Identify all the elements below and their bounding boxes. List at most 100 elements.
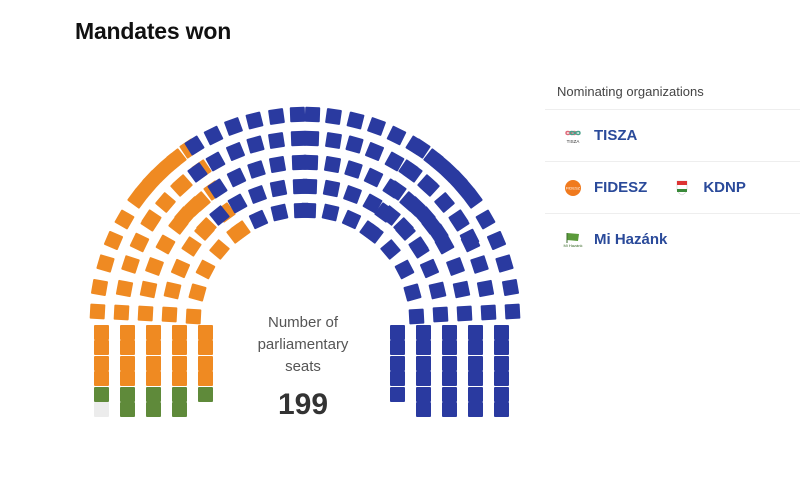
legend-row-mi-hazank: Mi Hazánk Mi Hazánk <box>545 214 800 265</box>
seat <box>452 280 471 299</box>
seat <box>139 280 158 299</box>
seat <box>345 135 364 154</box>
seat <box>456 305 473 322</box>
fidesz-logo-icon: FIDESZ <box>562 179 584 197</box>
seat <box>89 303 106 319</box>
seat <box>493 340 509 355</box>
seat <box>346 111 365 130</box>
seat <box>322 179 341 198</box>
seat <box>171 402 187 417</box>
legend-row-tisza: TISZA TISZA <box>545 110 800 162</box>
seat <box>304 106 321 122</box>
seat <box>208 239 230 261</box>
seat <box>415 371 431 386</box>
seat <box>226 167 247 188</box>
seat <box>171 386 187 402</box>
seat <box>475 208 496 230</box>
seat <box>493 402 509 417</box>
seat <box>93 340 109 355</box>
seat <box>103 230 124 251</box>
seat <box>119 386 135 402</box>
seat <box>203 125 224 146</box>
seat <box>120 255 140 275</box>
svg-text:TISZA: TISZA <box>567 139 580 144</box>
legend-row-fidesz-kdnp: FIDESZ FIDESZ KDNP <box>545 162 800 214</box>
party-name: KDNP <box>703 179 746 196</box>
seat <box>386 125 407 146</box>
seat <box>270 203 289 222</box>
seat <box>501 278 519 296</box>
seat <box>325 107 343 125</box>
seat <box>93 371 109 386</box>
seat <box>115 279 133 298</box>
legend-item-tisza[interactable]: TISZA TISZA <box>562 127 637 145</box>
tisza-logo-icon: TISZA <box>562 127 584 145</box>
seat <box>171 355 187 371</box>
seat <box>170 258 191 278</box>
seat <box>145 355 161 371</box>
seat <box>415 402 431 417</box>
seat <box>393 259 415 280</box>
seat <box>302 154 319 170</box>
seat <box>268 131 286 149</box>
seat <box>197 371 213 386</box>
legend-heading: Nominating organizations <box>545 72 800 110</box>
seat <box>137 305 154 322</box>
seat <box>445 256 465 277</box>
seat <box>342 184 362 205</box>
seat <box>441 340 457 355</box>
seat <box>171 340 187 355</box>
seat <box>119 402 135 417</box>
legend-item-mi-hazank[interactable]: Mi Hazánk Mi Hazánk <box>562 231 668 249</box>
seat <box>432 306 449 323</box>
seat <box>495 254 514 273</box>
seat <box>415 355 431 371</box>
seat <box>267 107 285 125</box>
kdnp-logo-icon <box>671 179 693 197</box>
seat <box>467 386 483 402</box>
legend-item-kdnp[interactable]: KDNP <box>671 179 746 197</box>
seat <box>486 230 507 251</box>
seat <box>91 278 109 296</box>
seat <box>154 234 176 255</box>
seat <box>171 324 187 340</box>
seat <box>467 324 483 340</box>
seat <box>389 386 405 402</box>
seat <box>119 355 135 371</box>
seat <box>493 371 509 386</box>
seat <box>93 355 109 371</box>
seat <box>504 303 521 319</box>
seat <box>119 340 135 355</box>
seat-total-label: Number of parliamentary seats 199 <box>248 312 358 422</box>
seat <box>415 324 431 340</box>
mi-hazank-logo-icon: Mi Hazánk <box>562 231 584 249</box>
seat <box>477 279 495 298</box>
seat <box>441 371 457 386</box>
page-title: Mandates won <box>75 18 232 44</box>
seat <box>441 355 457 371</box>
seat <box>249 209 269 230</box>
legend-item-fidesz[interactable]: FIDESZ FIDESZ <box>562 179 647 197</box>
party-name: FIDESZ <box>594 179 648 196</box>
seat <box>195 259 217 280</box>
svg-text:Mi Hazánk: Mi Hazánk <box>564 243 583 248</box>
seat <box>181 236 203 258</box>
seat <box>408 308 425 325</box>
seat <box>415 386 431 402</box>
seat <box>197 386 213 402</box>
seat <box>428 281 447 300</box>
seat <box>419 258 440 278</box>
seat <box>269 155 287 173</box>
seat <box>197 340 213 355</box>
seat <box>171 371 187 386</box>
seat-total-caption: Number of parliamentary seats <box>257 314 349 375</box>
seat <box>365 142 385 162</box>
seat <box>441 402 457 417</box>
seat <box>480 304 497 321</box>
seat <box>93 402 109 417</box>
seat <box>93 324 109 340</box>
seat <box>114 208 135 230</box>
seat <box>119 371 135 386</box>
seat <box>303 130 320 146</box>
seat <box>187 283 207 302</box>
